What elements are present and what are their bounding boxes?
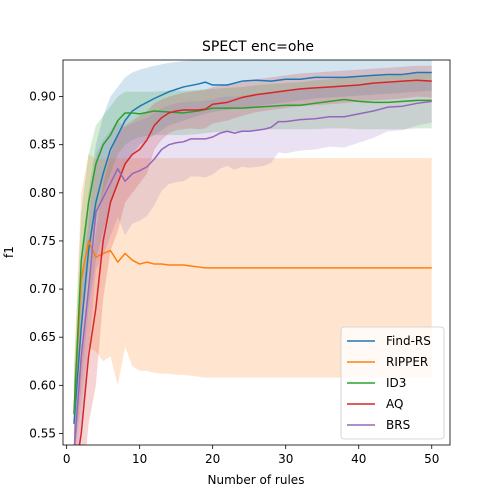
x-tick-label: 10 — [132, 452, 147, 466]
y-tick-label: 0.55 — [29, 426, 56, 440]
legend-label-brs: BRS — [386, 418, 410, 432]
y-axis-ticks: 0.55 0.60 0.65 0.70 0.75 0.80 0.85 0.90 — [29, 90, 63, 440]
band-find-rs — [73, 60, 432, 445]
chart-title: SPECT enc=ohe — [202, 39, 314, 55]
band-id3 — [73, 72, 432, 445]
x-axis-label: Number of rules — [208, 473, 305, 487]
line-find-rs — [73, 71, 432, 424]
line-brs — [73, 100, 432, 445]
legend: Find-RS RIPPER ID3 AQ BRS — [340, 326, 445, 440]
line-id3 — [73, 98, 432, 415]
y-tick-label: 0.70 — [29, 282, 56, 296]
y-axis-label: f1 — [2, 246, 16, 258]
y-tick-label: 0.90 — [29, 90, 56, 104]
band-brs — [73, 80, 432, 445]
legend-box — [340, 326, 445, 440]
line-ripper — [73, 240, 432, 415]
x-tick-label: 20 — [205, 452, 220, 466]
line-aq — [78, 79, 432, 445]
series-lines — [73, 71, 432, 445]
y-tick-label: 0.80 — [29, 186, 56, 200]
legend-label-id3: ID3 — [386, 376, 406, 390]
plot-frame — [62, 59, 451, 446]
y-tick-label: 0.75 — [29, 234, 56, 248]
y-tick-label: 0.65 — [29, 330, 56, 344]
x-tick-label: 0 — [63, 452, 71, 466]
x-tick-label: 50 — [424, 452, 439, 466]
x-axis-ticks: 0 10 20 30 40 50 — [63, 445, 439, 466]
legend-label-ripper: RIPPER — [386, 355, 428, 369]
y-tick-label: 0.85 — [29, 138, 56, 152]
x-tick-label: 30 — [278, 452, 293, 466]
legend-label-find-rs: Find-RS — [386, 334, 431, 348]
legend-label-aq: AQ — [386, 397, 403, 411]
x-tick-label: 40 — [351, 452, 366, 466]
y-tick-label: 0.60 — [29, 378, 56, 392]
